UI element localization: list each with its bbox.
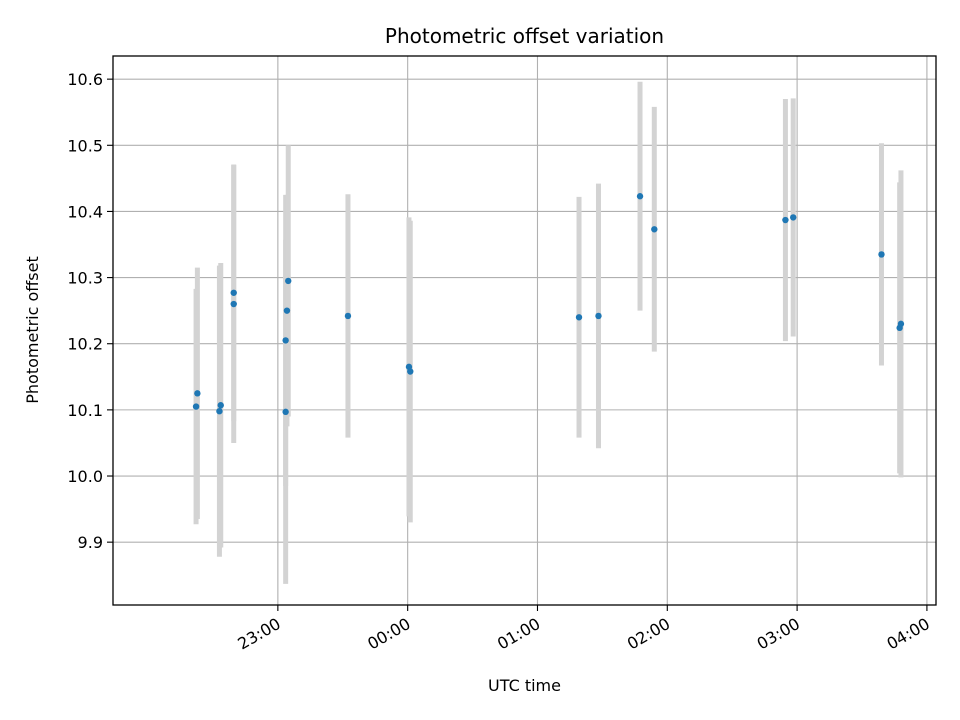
data-point (217, 402, 224, 409)
data-point (283, 307, 291, 314)
data-points (192, 193, 905, 416)
chart-title: Photometric offset variation (385, 24, 664, 48)
x-axis-title: UTC time (488, 676, 561, 695)
data-point (230, 300, 237, 308)
data-point (230, 289, 237, 296)
x-tick-label: 00:00 (364, 614, 413, 654)
data-point (282, 337, 289, 344)
data-point (790, 214, 797, 221)
x-tick-label: 01:00 (494, 614, 543, 654)
data-point (407, 368, 414, 375)
y-tick-label: 10.5 (67, 136, 103, 155)
y-tick-label: 10.2 (67, 335, 103, 354)
y-tick-label: 9.9 (78, 533, 103, 552)
x-tick-label: 23:00 (234, 614, 283, 654)
x-tick-label: 03:00 (754, 614, 803, 654)
y-tick-label: 10.1 (67, 401, 103, 420)
data-point (194, 390, 201, 397)
data-point (344, 312, 352, 320)
x-axis-ticks: 23:00 00:00 01:00 02:00 03:00 04:00 (234, 605, 933, 654)
data-point (636, 193, 644, 200)
data-point (878, 251, 885, 258)
data-point (285, 277, 292, 285)
data-point (595, 312, 602, 320)
y-tick-label: 10.4 (67, 202, 103, 221)
x-tick-label: 04:00 (883, 614, 932, 654)
y-tick-label: 10.3 (67, 269, 103, 288)
error-bars (193, 81, 904, 584)
y-axis-title: Photometric offset (23, 256, 42, 404)
plot-frame (112, 55, 937, 606)
grid (113, 56, 936, 605)
data-point (782, 216, 789, 224)
y-tick-label: 10.6 (67, 70, 103, 89)
y-axis-ticks: 9.9 10.0 10.1 10.2 10.3 10.4 10.5 10.6 (67, 70, 113, 552)
x-tick-label: 02:00 (624, 614, 673, 654)
data-point (282, 408, 289, 416)
y-tick-label: 10.0 (67, 467, 103, 486)
data-point (575, 314, 583, 321)
data-point (897, 320, 905, 328)
data-point (216, 407, 223, 415)
data-point (192, 403, 200, 410)
data-point (651, 226, 658, 233)
